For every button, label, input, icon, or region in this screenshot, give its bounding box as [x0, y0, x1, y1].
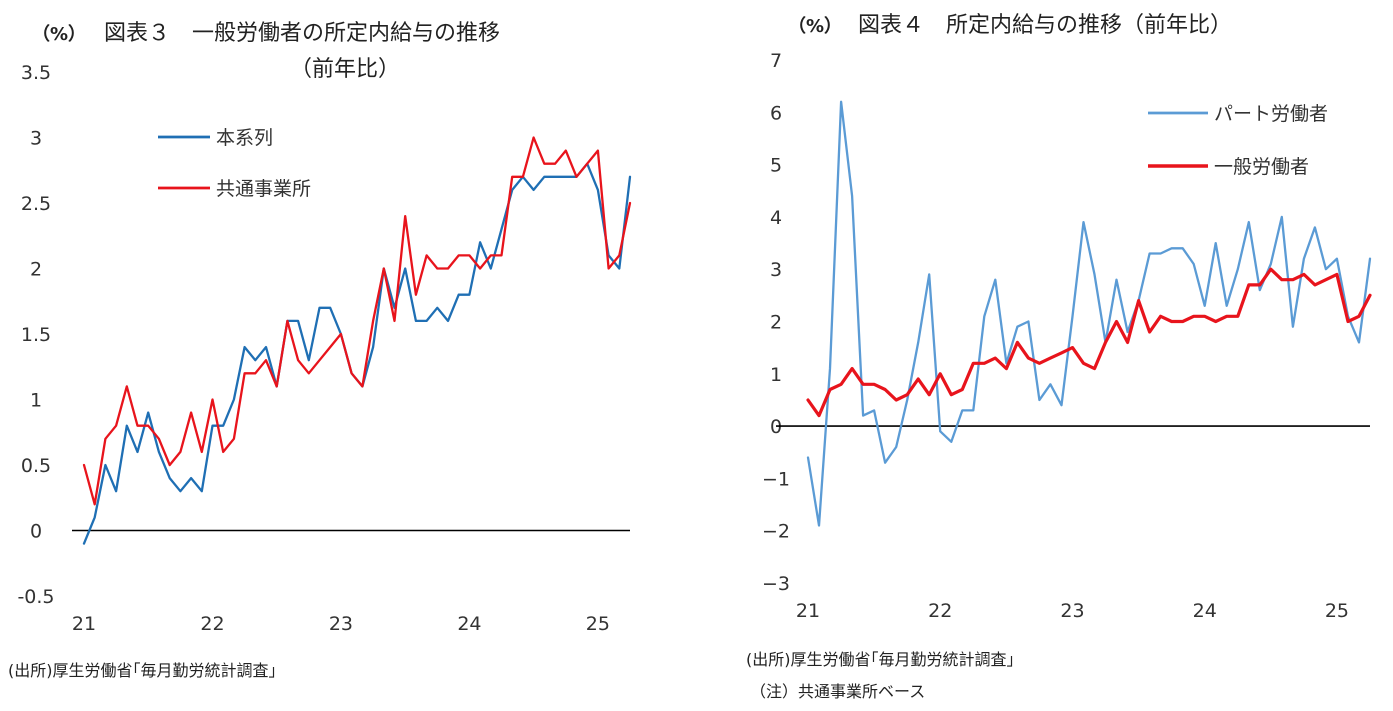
chart3-series-line-1	[82, 162, 632, 545]
chart4-x-tick-label: 23	[1060, 600, 1084, 622]
chart3-y-tick-label: 3	[30, 128, 42, 150]
chart3-x-axis: 21 22 23 24 25	[72, 613, 610, 635]
chart3-x-tick-label: 22	[200, 613, 224, 635]
chart3-series-line-2	[82, 136, 632, 506]
chart3-y-tick-label: 2.5	[21, 193, 51, 215]
chart3-source: (出所)厚生労働省｢毎月勤労統計調査｣	[8, 661, 277, 680]
chart3-unit-label: （%）	[32, 24, 86, 45]
chart4-x-tick-label: 22	[928, 600, 952, 622]
chart4-y-tick-label: 3	[770, 259, 782, 281]
chart3-title-sub: （前年比）	[290, 57, 400, 82]
chart3-y-axis: -0.5 0 0.5 1 1.5 2 2.5 3 3.5	[17, 62, 54, 608]
chart4-legend-label: パート労働者	[1214, 103, 1328, 125]
chart3-y-tick-label: 0	[30, 521, 42, 543]
chart4-x-axis: 21 22 23 24 25	[796, 600, 1349, 622]
chart3-x-tick-label: 24	[457, 613, 481, 635]
chart3-title: 図表３ 一般労働者の所定内給与の推移	[104, 21, 500, 46]
chart3-y-tick-label: 1	[30, 390, 42, 412]
chart4-y-tick-label: −3	[762, 573, 790, 595]
chart4-x-tick-label: 21	[796, 600, 820, 622]
chart4-source: (出所)厚生労働省｢毎月勤労統計調査｣	[746, 650, 1015, 669]
chart4-series	[806, 100, 1372, 527]
chart3-legend-label: 共通事業所	[216, 178, 311, 200]
chart4-y-tick-label: 4	[770, 207, 782, 229]
chart4-title: 図表４ 所定内給与の推移（前年比）	[858, 13, 1232, 38]
chart4-legend-label: 一般労働者	[1214, 156, 1309, 178]
chart4-y-axis: −3 −2 −1 0 1 2 3 4 5 6 7	[762, 50, 790, 595]
chart3-x-tick-label: 23	[329, 613, 353, 635]
chart4-x-tick-label: 24	[1193, 600, 1217, 622]
chart4-x-tick-label: 25	[1325, 600, 1349, 622]
chart3-y-tick-label: 1.5	[21, 324, 51, 346]
chart3-y-tick-label: 2	[30, 259, 42, 281]
chart4-y-tick-label: 0	[770, 416, 782, 438]
chart4-note: （注）共通事業所ベース	[750, 682, 925, 701]
chart4-y-tick-label: 6	[770, 102, 782, 124]
chart4-series-line-2	[806, 267, 1372, 418]
chart4-y-tick-label: 2	[770, 312, 782, 334]
chart4-unit-label: （%）	[788, 16, 842, 37]
chart4-series-line-1	[806, 100, 1372, 527]
chart-3: （%） 図表３ 一般労働者の所定内給与の推移 （前年比） -0.5 0 0.5 1 1.…	[8, 21, 632, 680]
chart4-y-tick-label: 7	[770, 50, 782, 72]
chart3-x-tick-label: 25	[586, 613, 610, 635]
chart3-x-tick-label: 21	[72, 613, 96, 635]
chart3-y-tick-label: 3.5	[21, 62, 51, 84]
chart4-y-tick-label: −1	[762, 468, 790, 490]
chart4-y-tick-label: −2	[762, 521, 790, 543]
chart3-y-tick-label: 0.5	[21, 455, 51, 477]
chart4-y-tick-label: 5	[770, 155, 782, 177]
chart3-y-tick-label: -0.5	[17, 586, 54, 608]
chart3-series	[82, 136, 632, 545]
chart4-y-tick-label: 1	[770, 364, 782, 386]
chart3-legend-label: 本系列	[216, 127, 273, 149]
